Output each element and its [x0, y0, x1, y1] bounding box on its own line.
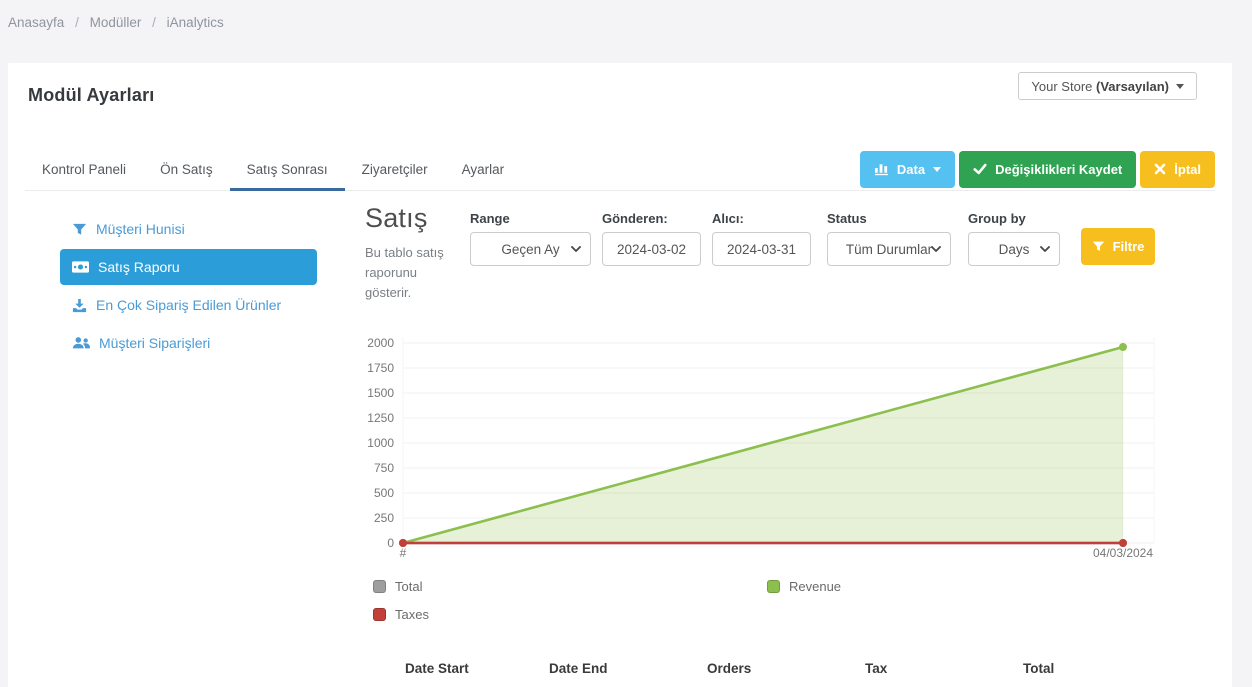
filter-row: Range Geçen Ay Gönderen: Alıcı: Status: [365, 211, 1212, 291]
filter-range: Range Geçen Ay: [470, 211, 591, 266]
sales-chart: 0 250 500 750 1000 1250 1500 1750 2000 #04/03/202…: [365, 335, 1157, 570]
svg-text:500: 500: [374, 486, 394, 500]
report-main: Satış Bu tablo satış raporunu gösterir. …: [365, 191, 1212, 687]
date-to-input[interactable]: [712, 232, 811, 266]
breadcrumb-separator: /: [152, 15, 156, 30]
chevron-down-icon: [931, 245, 941, 252]
funnel-icon: [72, 223, 87, 235]
tab-kontrol-paneli[interactable]: Kontrol Paneli: [42, 161, 127, 177]
filter-date-to: Alıcı:: [712, 211, 811, 266]
breadcrumb-separator: /: [75, 15, 79, 30]
save-changes-button[interactable]: Değişiklikleri Kaydet: [959, 150, 1137, 188]
date-to-label: Alıcı:: [712, 211, 744, 226]
chevron-down-icon: [1040, 245, 1050, 252]
svg-text:0: 0: [387, 536, 394, 550]
tab-satis-sonrasi[interactable]: Satış Sonrası: [229, 148, 345, 191]
svg-text:2000: 2000: [367, 336, 394, 350]
breadcrumb-modules[interactable]: Modüller: [89, 15, 142, 30]
report-title: Satış: [365, 203, 428, 233]
filter-button[interactable]: Filtre: [1081, 228, 1155, 265]
card-header: Modül Ayarları Your Store (Varsayılan): [8, 63, 1232, 148]
svg-text:250: 250: [374, 511, 394, 525]
svg-text:1750: 1750: [367, 361, 394, 375]
bar-chart-icon: [874, 164, 888, 176]
group-by-select[interactable]: Days: [968, 232, 1060, 266]
group-by-label: Group by: [968, 211, 1026, 226]
check-icon: [973, 163, 987, 175]
breadcrumb-home[interactable]: Anasayfa: [8, 15, 65, 30]
tab-on-satis[interactable]: Ön Satış: [160, 161, 213, 177]
legend-item-taxes[interactable]: Taxes: [373, 607, 767, 622]
svg-text:04/03/2024: 04/03/2024: [1093, 546, 1153, 560]
store-selector-dropdown[interactable]: Your Store (Varsayılan): [1018, 72, 1197, 100]
report-intro: Satış Bu tablo satış raporunu gösterir.: [365, 203, 463, 303]
column-orders: Orders: [707, 661, 752, 676]
filter-group-by: Group by Days: [968, 211, 1060, 266]
cancel-button[interactable]: İptal: [1140, 150, 1215, 188]
content-area: Müşteri Hunisi Satış Raporu En Çok Sipar…: [8, 191, 1232, 687]
tabs: Kontrol Paneli Ön Satış Satış Sonrası Zi…: [25, 148, 521, 191]
sidebar-item-en-cok-siparis[interactable]: En Çok Sipariş Edilen Ürünler: [60, 287, 317, 323]
svg-text:#: #: [400, 546, 407, 560]
sidebar-item-musteri-hunisi[interactable]: Müşteri Hunisi: [60, 211, 317, 247]
legend-item-revenue[interactable]: Revenue: [767, 579, 841, 594]
tab-ayarlar[interactable]: Ayarlar: [461, 161, 505, 177]
status-select[interactable]: Tüm Durumlar: [827, 232, 951, 266]
line-area-chart: 0 250 500 750 1000 1250 1500 1750 2000 # 04/03/202…: [367, 336, 1155, 560]
funnel-icon: [1092, 241, 1104, 251]
total-swatch: [373, 580, 386, 593]
money-bill-icon: [72, 261, 89, 273]
report-sidebar: Müşteri Hunisi Satış Raporu En Çok Sipar…: [60, 211, 317, 363]
users-icon: [72, 337, 90, 349]
store-selector-label: Your Store (Varsayılan): [1031, 78, 1169, 94]
tab-ziyaretciler[interactable]: Ziyaretçiler: [361, 161, 428, 177]
caret-down-icon: [1176, 83, 1184, 89]
report-table-header: Date Start Date End Orders Tax Total: [379, 661, 1169, 676]
tabs-row: Kontrol Paneli Ön Satış Satış Sonrası Zi…: [25, 148, 1215, 191]
date-from-input[interactable]: [602, 232, 701, 266]
svg-text:1500: 1500: [367, 386, 394, 400]
page-title: Modül Ayarları: [28, 85, 155, 105]
breadcrumb: Anasayfa / Modüller / iAnalytics: [8, 15, 224, 30]
range-select[interactable]: Geçen Ay: [470, 232, 591, 266]
column-total: Total: [1023, 661, 1055, 676]
filter-date-from: Gönderen:: [602, 211, 701, 266]
chart-legend: Total Revenue Taxes: [373, 579, 841, 622]
taxes-swatch: [373, 608, 386, 621]
date-from-label: Gönderen:: [602, 211, 668, 226]
download-icon: [72, 298, 87, 312]
svg-text:750: 750: [374, 461, 394, 475]
report-description: Bu tablo satış raporunu gösterir.: [365, 245, 444, 301]
legend-item-total[interactable]: Total: [373, 579, 767, 594]
status-label: Status: [827, 211, 867, 226]
filter-status: Status Tüm Durumlar: [827, 211, 951, 266]
column-date-end: Date End: [549, 661, 608, 676]
column-tax: Tax: [865, 661, 888, 676]
chevron-down-icon: [571, 245, 581, 252]
close-icon: [1154, 163, 1166, 175]
svg-text:1250: 1250: [367, 411, 394, 425]
toolbar: Data Değişiklikleri Kaydet İptal: [859, 150, 1215, 188]
revenue-swatch: [767, 580, 780, 593]
svg-text:1000: 1000: [367, 436, 394, 450]
caret-down-icon: [933, 166, 942, 172]
module-settings-card: Modül Ayarları Your Store (Varsayılan) K…: [8, 63, 1232, 687]
data-dropdown-button[interactable]: Data: [859, 150, 956, 188]
range-label: Range: [470, 211, 510, 226]
sidebar-item-satis-raporu[interactable]: Satış Raporu: [60, 249, 317, 285]
column-date-start: Date Start: [405, 661, 469, 676]
sidebar-item-musteri-siparisleri[interactable]: Müşteri Siparişleri: [60, 325, 317, 361]
breadcrumb-current: iAnalytics: [166, 15, 224, 30]
